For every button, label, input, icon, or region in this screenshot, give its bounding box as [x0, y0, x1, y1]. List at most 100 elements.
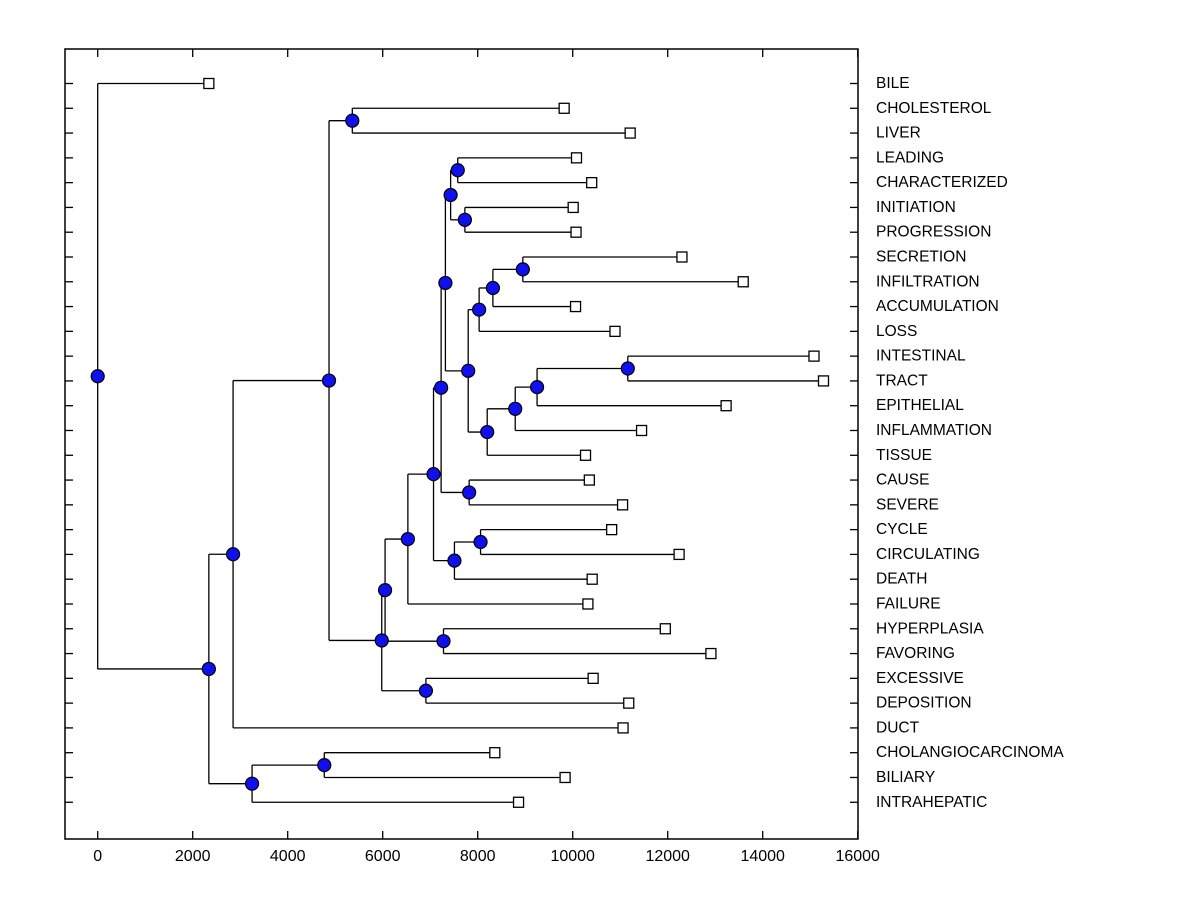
- leaf-marker: [673, 548, 685, 561]
- leaf-label: SECRETION: [876, 248, 966, 265]
- leaf-marker: [624, 127, 636, 139]
- leaf-marker: [586, 176, 598, 189]
- merge-node-marker: [472, 302, 487, 317]
- leaf-marker: [808, 350, 820, 362]
- merge-node-marker: [529, 380, 545, 395]
- leaf-markers: [203, 77, 830, 808]
- leaf-marker: [567, 201, 579, 214]
- leaf-marker: [569, 300, 582, 313]
- merge-node-marker: [438, 275, 453, 291]
- leaf-marker: [609, 325, 621, 338]
- merge-node-marker: [620, 361, 635, 376]
- x-axis-tick-label: 2000: [175, 848, 211, 865]
- leaf-marker: [676, 251, 688, 263]
- leaf-marker: [512, 796, 525, 808]
- merge-node-marker: [447, 553, 462, 568]
- leaf-label: HYPERPLASIA: [876, 620, 984, 637]
- leaf-label: EPITHELIAL: [876, 397, 964, 414]
- leaf-marker: [587, 672, 599, 684]
- leaf-label: TRACT: [876, 372, 928, 389]
- x-axis-tick-label: 4000: [270, 848, 306, 865]
- leaf-label: CIRCULATING: [876, 546, 980, 563]
- merge-node-marker: [201, 661, 216, 677]
- merge-node-marker: [434, 380, 449, 395]
- leaf-label: BILIARY: [876, 769, 935, 786]
- x-axis-tick-label: 14000: [740, 848, 785, 865]
- x-axis-tick-label: 0: [93, 848, 102, 865]
- leaf-label: DEATH: [876, 571, 927, 588]
- leaf-labels: BILE CHOLESTEROL LIVER LEADING CHARACTERIZED…: [876, 75, 1064, 811]
- leaf-marker: [623, 697, 635, 709]
- leaf-marker: [817, 375, 830, 387]
- tree-links: [97, 82, 824, 803]
- merge-node-marker: [436, 634, 451, 649]
- leaf-label: TISSUE: [876, 447, 932, 464]
- leaf-label: ACCUMULATION: [876, 298, 999, 315]
- leaf-label: INFILTRATION: [876, 273, 980, 290]
- leaf-label: FAVORING: [876, 645, 955, 662]
- merge-node-marker: [461, 363, 476, 378]
- merge-node-markers: [90, 113, 635, 791]
- leaf-label: CYCLE: [876, 521, 928, 538]
- merge-node-marker: [473, 534, 488, 550]
- leaf-marker: [659, 623, 671, 635]
- leaf-label: BILE: [876, 75, 910, 92]
- leaf-marker: [570, 152, 583, 164]
- merge-node-marker: [450, 163, 465, 178]
- merge-node-marker: [321, 373, 337, 388]
- leaf-marker: [606, 523, 618, 536]
- leaf-label: LOSS: [876, 323, 917, 340]
- plot-border: [64, 48, 859, 840]
- leaf-label: INTESTINAL: [876, 348, 966, 365]
- merge-node-marker: [418, 683, 434, 698]
- leaf-marker: [705, 647, 717, 660]
- merge-node-marker: [485, 280, 500, 296]
- leaf-marker: [617, 722, 629, 734]
- merge-node-marker: [345, 113, 360, 128]
- leaf-marker: [582, 598, 594, 610]
- merge-node-marker: [374, 633, 389, 648]
- leaf-label: DUCT: [876, 719, 920, 736]
- leaf-marker: [720, 400, 732, 412]
- merge-node-marker: [225, 547, 241, 562]
- leaf-label: LIVER: [876, 125, 921, 142]
- leaf-marker: [570, 226, 582, 238]
- leaf-label: INFLAMMATION: [876, 422, 992, 439]
- x-axis-tick-label: 10000: [550, 848, 595, 865]
- leaf-marker: [203, 77, 215, 90]
- axis-ticks: [65, 49, 859, 839]
- leaf-label: CHOLESTEROL: [876, 100, 992, 117]
- x-axis-tick-label: 6000: [365, 848, 401, 865]
- merge-node-marker: [515, 262, 530, 277]
- merge-node-marker: [480, 424, 495, 440]
- x-axis-tick-label: 16000: [835, 848, 880, 865]
- merge-node-marker: [443, 187, 458, 203]
- leaf-label: DEPOSITION: [876, 695, 972, 712]
- leaf-marker: [586, 573, 598, 585]
- leaf-label: INTRAHEPATIC: [876, 794, 987, 811]
- x-axis-tick-label: 12000: [645, 848, 690, 865]
- merge-node-marker: [90, 369, 105, 384]
- leaf-label: CHARACTERIZED: [876, 174, 1008, 191]
- merge-node-marker: [317, 757, 332, 773]
- leaf-marker: [559, 771, 571, 784]
- leaf-label: EXCESSIVE: [876, 670, 964, 687]
- leaf-label: LEADING: [876, 149, 944, 166]
- x-axis-tick-label: 8000: [460, 848, 496, 865]
- leaf-marker: [583, 474, 595, 486]
- leaf-marker: [737, 276, 749, 288]
- leaf-label: INITIATION: [876, 199, 956, 216]
- leaf-label: FAILURE: [876, 595, 941, 612]
- merge-node-marker: [244, 776, 260, 791]
- leaf-label: CAUSE: [876, 472, 929, 489]
- leaf-marker: [635, 424, 648, 437]
- leaf-marker: [616, 499, 629, 511]
- leaf-label: SEVERE: [876, 496, 939, 513]
- leaf-label: CHOLANGIOCARCINOMA: [876, 744, 1064, 761]
- leaf-label: PROGRESSION: [876, 224, 991, 241]
- merge-node-marker: [457, 212, 472, 227]
- leaf-marker: [489, 747, 501, 759]
- merge-node-marker: [426, 467, 441, 482]
